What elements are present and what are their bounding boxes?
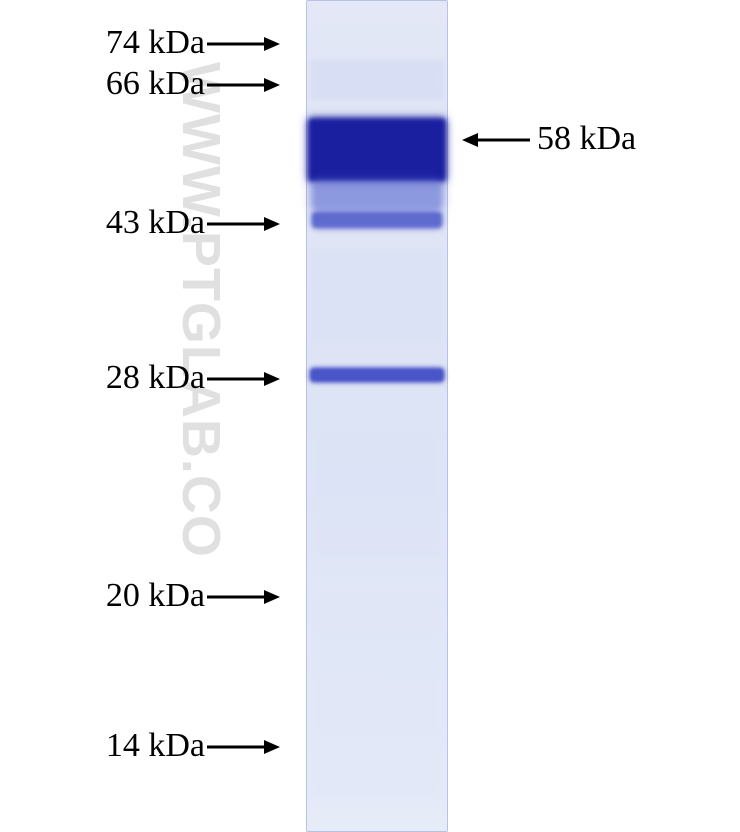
gel-canvas: WWW.PTGLAB.CO 74 kDa66 kDa43 kDa28 kDa20… [0, 0, 740, 832]
target-label: 58 kDa [537, 120, 636, 158]
